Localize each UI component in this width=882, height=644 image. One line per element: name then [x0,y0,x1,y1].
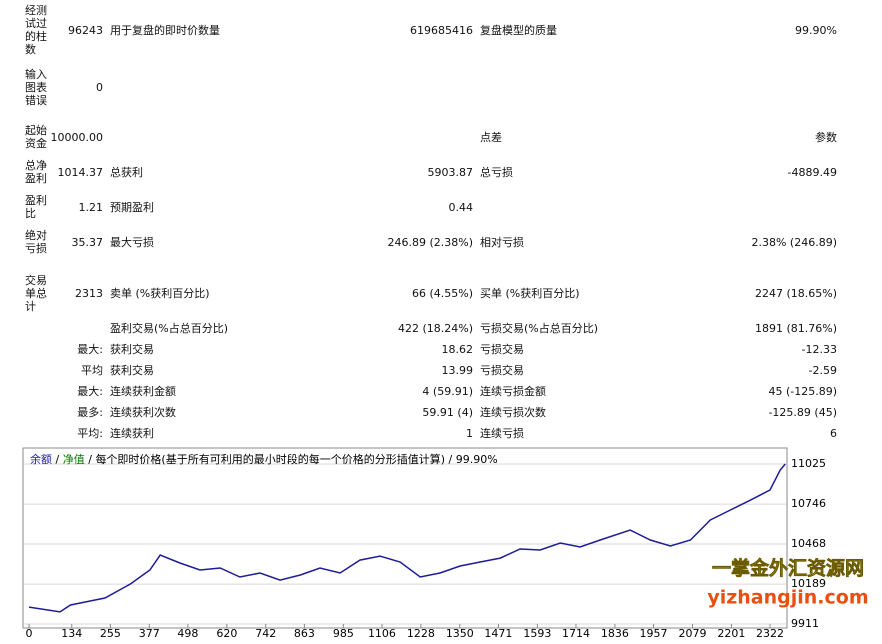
x-tick-label: 0 [26,627,33,640]
report-label3: 买单 (%获利百分比) [480,287,580,300]
report-label2: 连续获利次数 [110,406,176,419]
report-value: 1.21 [78,200,104,214]
report-value3: -4889.49 [787,165,837,179]
x-tick-label: 742 [255,627,276,640]
x-tick-label: 255 [100,627,121,640]
x-tick-label: 2322 [756,627,784,640]
report-value: 平均: [77,427,103,440]
report-label2: 获利交易 [110,343,154,356]
report-value3: 45 (-125.89) [768,384,837,398]
legend-balance: 余额 [30,452,52,466]
x-tick-label: 620 [216,627,237,640]
report-value3: -12.33 [801,342,837,356]
report-value3: 1891 (81.76%) [754,321,837,335]
y-tick-label: 10189 [791,577,826,590]
report-value3: -125.89 (45) [768,405,837,419]
report-value2: 246.89 (2.38%) [387,235,473,249]
x-tick-label: 863 [294,627,315,640]
x-tick-label: 985 [333,627,354,640]
report-value: 最大: [77,385,103,398]
x-tick-label: 1593 [523,627,551,640]
report-value2: 5903.87 [427,165,474,179]
report-value3: 6 [830,426,837,440]
y-tick-label: 10468 [791,537,826,550]
report-label3: 连续亏损次数 [480,406,546,419]
report-value3: -2.59 [808,363,837,377]
report-value3: 99.90% [795,23,837,37]
report-label: 交易单总计 [25,273,47,313]
report-label3: 总亏损 [480,166,513,179]
balance-line [28,463,786,613]
report-label2: 预期盈利 [110,201,154,214]
report-label2: 用于复盘的即时价数量 [110,24,220,37]
report-label: 输入图表错误 [25,67,47,107]
y-tick-label: 11025 [791,457,826,470]
report-value: 2313 [75,286,103,300]
report-label2: 最大亏损 [110,236,154,249]
x-tick-label: 377 [139,627,160,640]
report-label3: 亏损交易(%占总百分比) [480,322,599,335]
x-tick-label: 1228 [407,627,435,640]
report-value: 0 [96,80,103,94]
report-value: 平均 [81,364,103,377]
report-value: 96243 [68,23,103,37]
x-tick-label: 1350 [446,627,474,640]
report-value3: 2.38% (246.89) [751,235,837,249]
x-tick-label: 1714 [562,627,590,640]
x-tick-label: 1957 [640,627,668,640]
watermark-cn: 一掌金外汇资源网 [712,557,864,580]
report-label3: 点差 [480,131,502,144]
separator: / [56,453,60,466]
report-value2: 4 (59.91) [422,384,473,398]
report-label2: 连续获利 [110,427,154,440]
y-tick-label: 9911 [791,617,819,630]
report-value2: 13.99 [441,363,474,377]
report-value2: 0.44 [448,200,474,214]
report-value: 10000.00 [50,130,104,144]
legend-equity: 净值 [63,452,85,466]
x-tick-label: 1471 [484,627,512,640]
title-text: 每个即时价格(基于所有可利用的最小时段的每一个价格的分形插值计算) / 99.9… [95,452,497,466]
report-value: 最多: [77,406,103,419]
report-label: 绝对亏损 [25,229,47,255]
report-value2: 66 (4.55%) [411,286,473,300]
report-label: 总净盈利 [25,159,47,185]
report-value2: 619685416 [410,23,473,37]
report-label: 盈利比 [25,194,47,220]
report-label: 起始资金 [25,124,47,150]
chart-frame [22,447,788,629]
report-label3: 连续亏损金额 [480,385,546,398]
report-label3: 亏损交易 [480,364,524,377]
y-tick-label: 10746 [791,497,826,510]
report-value: 35.37 [71,235,104,249]
report-label3: 复盘模型的质量 [480,24,557,37]
x-tick-label: 134 [61,627,82,640]
report-label2: 卖单 (%获利百分比) [110,287,210,300]
chart-title: 余额 / 净值 / 每个即时价格(基于所有可利用的最小时段的每一个价格的分形插值… [30,452,498,466]
report-label2: 获利交易 [110,364,154,377]
report-value2: 1 [466,426,473,440]
report-label2: 盈利交易(%占总百分比) [110,322,229,335]
report-value: 1014.37 [57,165,104,179]
report-label3: 连续亏损 [480,427,524,440]
separator: / [88,453,92,466]
report-value3: 参数 [815,131,837,144]
x-tick-label: 2201 [717,627,745,640]
report-value2: 422 (18.24%) [397,321,473,335]
watermark-url: yizhangjin.com [707,587,868,609]
report-value2: 18.62 [441,342,474,356]
report-label3: 相对亏损 [480,236,524,249]
x-tick-label: 498 [177,627,198,640]
report-value: 最大: [77,343,103,356]
report-value2: 59.91 (4) [422,405,473,419]
report-label2: 连续获利金额 [110,385,176,398]
report-label2: 总获利 [110,166,143,179]
x-tick-label: 1106 [368,627,396,640]
x-tick-label: 2079 [678,627,706,640]
x-tick-label: 1836 [601,627,629,640]
report-value3: 2247 (18.65%) [754,286,837,300]
report-label3: 亏损交易 [480,343,524,356]
